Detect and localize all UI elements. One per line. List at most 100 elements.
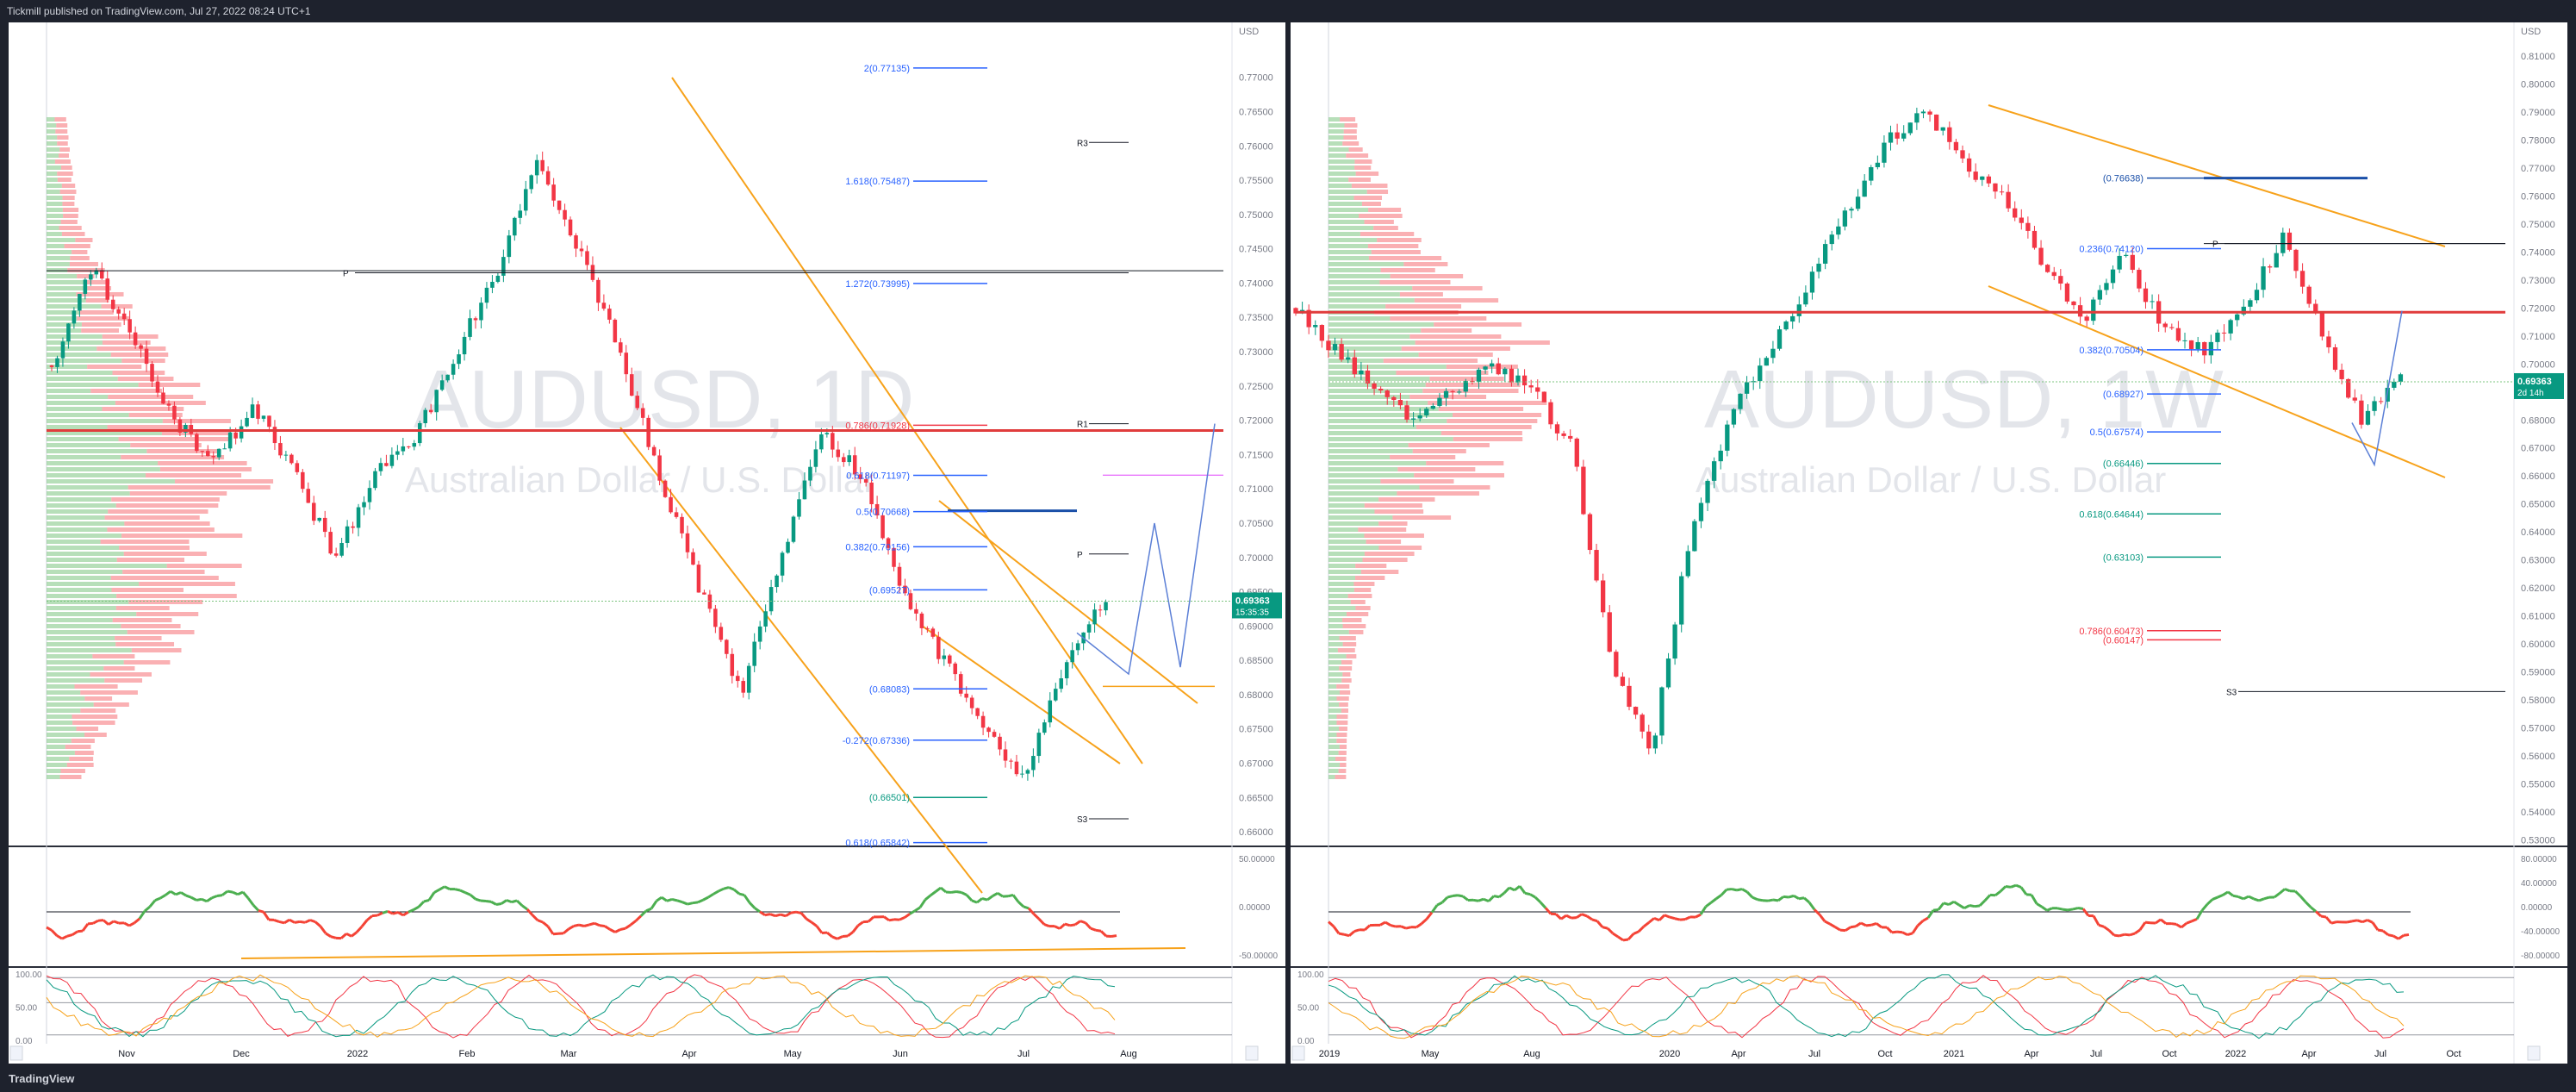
volume-profile-bar <box>47 757 70 761</box>
candle-body <box>980 715 986 728</box>
candle-body <box>434 390 439 413</box>
oscillator-segment <box>2398 934 2405 940</box>
oscillator-segment <box>1731 888 1738 892</box>
candle-body <box>2175 328 2181 341</box>
volume-profile-bar <box>47 588 112 592</box>
weekly-chart-pane[interactable]: AUDUSD, 1W Australian Dollar / U.S. Dolla… <box>1291 22 2567 1064</box>
oscillator-segment <box>2119 933 2125 938</box>
oscillator-segment <box>785 911 792 918</box>
volume-profile-bar <box>121 359 165 363</box>
oscillator-segment <box>1891 930 1898 934</box>
candle-body <box>1999 191 2005 193</box>
y-tick-label: 0.77000 <box>2521 164 2555 174</box>
volume-profile-bar <box>1328 479 1381 484</box>
candle-body <box>339 542 344 556</box>
candle-body <box>139 345 143 349</box>
volume-profile-bar <box>47 123 57 128</box>
oscillator-segment <box>625 923 632 930</box>
candle-body <box>2032 230 2038 248</box>
oscillator-segment <box>1074 920 1081 927</box>
volume-profile-bar <box>1350 600 1366 604</box>
oscillator-segment <box>237 890 244 896</box>
candle-body <box>1947 127 1952 142</box>
oscillator-segment <box>904 913 911 919</box>
volume-profile-bar <box>47 244 65 248</box>
volume-profile-bar <box>1328 353 1419 357</box>
candle-body <box>501 257 506 276</box>
oscillator-segment <box>1674 917 1681 921</box>
oscillator-segment <box>433 888 440 894</box>
oscillator-segment <box>1627 933 1635 941</box>
candle-body <box>824 433 830 434</box>
volume-profile-bar <box>1328 497 1379 502</box>
candle-body <box>529 175 534 190</box>
oscillator-segment <box>2227 890 2234 897</box>
volume-profile-bar <box>62 208 79 212</box>
volume-profile-bar <box>128 413 183 417</box>
volume-profile-bar <box>47 419 163 423</box>
oscillator-segment <box>930 890 936 897</box>
oscillator-segment <box>2030 894 2038 905</box>
daily-chart-pane[interactable]: AUDUSD, 1D Australian Dollar / U.S. Dolla… <box>9 22 1285 1064</box>
candle-body <box>2306 286 2312 304</box>
oscillator-segment <box>454 888 461 892</box>
volume-profile-bar <box>128 485 271 490</box>
candle-body <box>484 287 489 303</box>
candle-body <box>1875 162 1881 167</box>
candle-body <box>1816 263 1821 272</box>
candle-body <box>969 697 974 708</box>
candle-body <box>1417 415 1422 419</box>
volume-profile-bar <box>1328 250 1372 254</box>
candle-body <box>1496 363 1501 375</box>
oscillator-segment <box>2258 897 2265 902</box>
volume-profile-bar <box>1328 702 1340 707</box>
candle-body <box>144 348 149 365</box>
volume-profile-bar <box>1328 268 1381 272</box>
volume-profile-bar <box>47 238 76 242</box>
oscillator-segment <box>2222 890 2229 896</box>
oscillator-segment <box>573 923 580 927</box>
volume-profile-bar <box>47 642 116 646</box>
oscillator-segment <box>614 928 621 933</box>
candle-body <box>1869 166 1874 181</box>
stoch-tick: 50.00 <box>1297 1004 1319 1014</box>
weekly-chart-svg[interactable]: AUDUSD, 1W Australian Dollar / U.S. Dolla… <box>1291 22 2567 1064</box>
candle-body <box>2398 374 2404 382</box>
candle-body <box>786 541 790 553</box>
oscillator-segment <box>2124 933 2131 937</box>
oscillator-segment <box>190 895 197 902</box>
volume-profile-bar <box>1341 678 1352 683</box>
volume-profile-bar <box>116 594 237 598</box>
fib-label: (0.69527) <box>869 585 910 596</box>
volume-profile-bar <box>108 509 208 514</box>
candle-body <box>1738 393 1743 409</box>
candle-body <box>211 456 216 458</box>
stoch-line <box>1328 974 2405 1039</box>
volume-profile-bar <box>1328 521 1379 526</box>
oscillator-segment <box>650 900 658 910</box>
volume-profile-bar <box>1328 775 1335 779</box>
candle-body <box>702 592 706 595</box>
y-tick-label: 0.80000 <box>2521 79 2555 90</box>
countdown-label: 2d 14h <box>2517 389 2544 398</box>
oscillator-segment <box>899 916 905 921</box>
candle-body <box>1535 387 1540 392</box>
tradingview-logo[interactable]: TradingView <box>9 1072 75 1085</box>
volume-profile-bar <box>1328 147 1349 152</box>
oscillator-segment <box>1436 901 1443 907</box>
oscillator-segment <box>981 896 988 902</box>
oscillator-segment <box>1710 897 1717 904</box>
candle-body <box>2261 266 2266 290</box>
candle-body <box>1003 749 1008 761</box>
volume-profile-bar <box>1328 757 1336 761</box>
candle-body <box>1483 366 1488 370</box>
fib-label: 0.786(0.60473) <box>2079 627 2144 637</box>
oscillator-segment <box>1622 938 1629 942</box>
oscillator-segment <box>2195 909 2204 920</box>
oscillator-segment <box>81 923 90 933</box>
oscillator-segment <box>1457 894 1464 898</box>
volume-profile-bar <box>1328 389 1423 393</box>
volume-profile-bar <box>1380 479 1454 484</box>
candle-body <box>172 405 177 420</box>
